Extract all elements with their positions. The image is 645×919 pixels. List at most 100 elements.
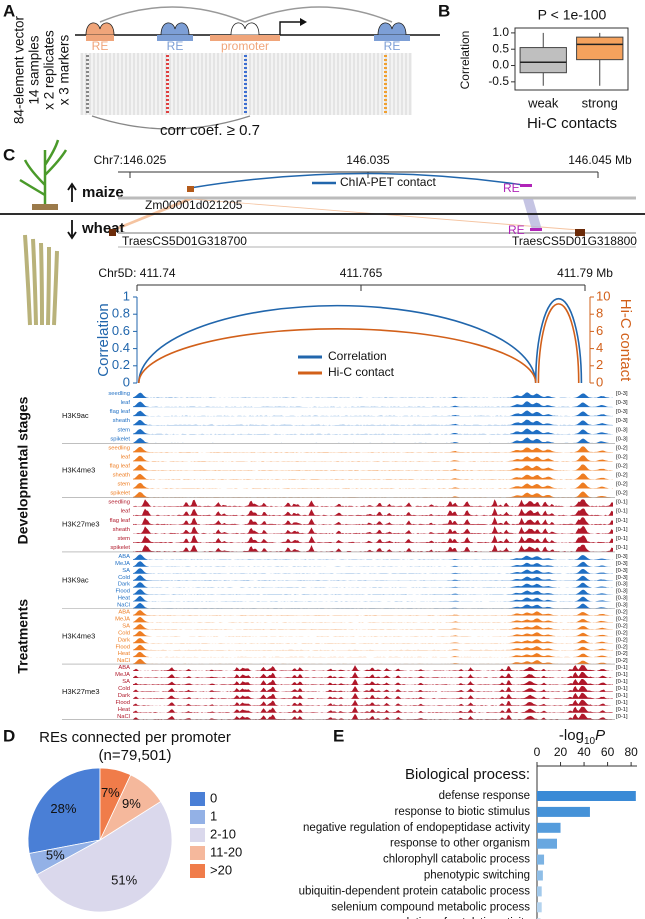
range-label: [0-3] [616,400,628,406]
sample-label: leaf [121,509,131,515]
slice-label: 9% [122,796,141,811]
range-label: [0-1] [616,509,628,515]
sample-label: spikelet [110,491,130,497]
range-label: [0-2] [616,623,628,629]
gene [575,229,585,236]
x-tick-label: 0 [534,745,541,759]
range-label: [0-2] [616,482,628,488]
category-label: selenium compound metabolic process [331,901,530,913]
x-tick-label: 411.79 Mb [557,266,613,280]
range-label: [0-2] [616,610,628,616]
heatmap-cell [384,107,387,109]
range-label: [0-2] [616,491,628,497]
bar [537,806,590,817]
element-label: promoter [221,39,269,53]
contact-arc [137,304,537,384]
coordinate-label: Chr7:146.025 [94,153,167,167]
category-label: phenotypic switching [424,870,530,882]
y2-tick-label: 6 [596,323,603,338]
range-label: [0-1] [616,536,628,542]
slice-label: 7% [101,785,120,800]
species-label: wheat [81,220,125,237]
wheat-icon [31,238,38,326]
heatmap-cell [244,83,247,85]
heatmap-cell [244,79,247,81]
heatmap-cell [244,91,247,93]
range-label: [0-2] [616,658,628,664]
sample-label: MeJA [115,561,130,567]
sample-label: sheath [113,527,130,533]
x-tick-label: 20 [554,745,568,759]
x-tick-label: strong [582,95,618,110]
sample-label: NaCl [117,714,130,720]
heatmap-cell [86,71,89,73]
heatmap-cell [166,71,169,73]
up-arrow [67,182,77,202]
element-box [374,35,410,41]
signal-track [133,428,613,435]
panel-label: B [438,1,450,20]
sample-label: Cold [118,630,130,636]
y-axis-label: Correlation [458,31,472,90]
heatmap-cell [166,59,169,61]
sample-label: Cold [118,686,130,692]
heatmap-cell [384,63,387,65]
range-label: [0-1] [616,714,628,720]
sample-label: seedling [108,391,130,397]
heatmap-cell [86,111,89,113]
range-label: [0-3] [616,427,628,433]
heatmap-cell [244,63,247,65]
down-arrow [67,220,77,240]
category-label: ubiquitin-dependent protein catabolic pr… [299,885,531,897]
x-tick-label: 411.765 [340,266,383,280]
heatmap-cell [166,111,169,113]
legend-label: ChIA-PET contact [340,175,436,189]
sample-label: stem [117,536,130,542]
bar [537,838,557,849]
range-label: [0-3] [616,391,628,397]
x-axis-label-subscript: 10 [584,736,596,747]
soil [32,204,58,210]
slice-label: 51% [111,872,137,887]
x-tick-label: Chr5D: 411.74 [98,266,175,280]
sample-label: Heat [118,596,131,602]
range-label: [0-2] [616,651,628,657]
heatmap-cell [166,91,169,93]
x-axis-label-variable: P [595,727,605,744]
category-label: negative regulation of endopeptidase act… [303,822,530,834]
signal-track [133,685,613,692]
heatmap-cell [86,83,89,85]
x-tick-label: 80 [624,745,638,759]
sample-label: SA [122,568,130,574]
criterion: corr coef. ≥ 0.7 [160,122,260,139]
arc [244,6,393,23]
pie-slice [27,767,101,854]
plot-frame [514,27,629,91]
category-label: chlorophyll catabolic process [383,854,530,866]
sample-label: flag leaf [110,518,131,524]
sample-label: seedling [108,445,130,451]
heatmap-cell [384,91,387,93]
heatmap-cell [244,107,247,109]
y-tick-label: 0.8 [112,306,130,321]
mark-label: H3K9ac [62,411,89,420]
sample-label: sheath [113,473,130,479]
heatmap-cell [166,107,169,109]
x-tick-label: 60 [601,745,615,759]
panel-label: A [3,1,15,20]
bump [85,22,115,36]
sample-label: spikelet [110,545,130,551]
heatmap-cell [166,79,169,81]
bar [537,870,543,881]
sample-label: seedling [108,500,130,506]
heatmap-cell [384,55,387,57]
legend-label: Correlation [328,349,387,363]
signal-track [133,437,613,444]
heatmap-cell [244,67,247,69]
range-label: [0-2] [616,454,628,460]
re-label: RE [503,181,520,195]
signal-track [133,699,613,706]
heatmap-cell [166,99,169,101]
heatmap-cell [384,59,387,61]
re-mark [530,228,542,231]
